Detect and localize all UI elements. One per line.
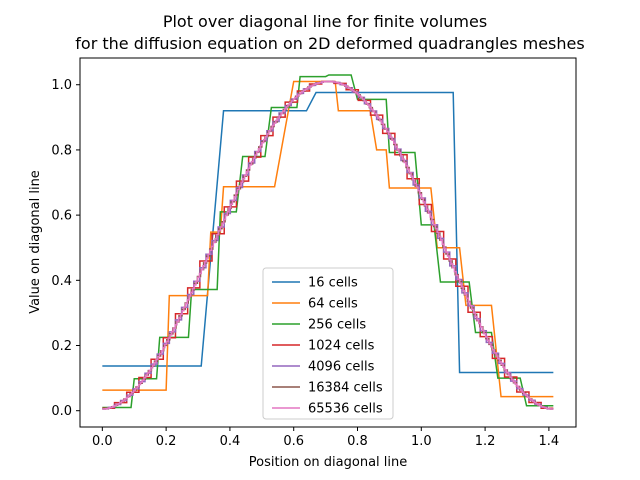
x-tick-label: 0.4 (220, 434, 241, 449)
series-line-1 (102, 91, 554, 374)
x-tick-label: 0.8 (347, 434, 368, 449)
x-axis-label: Position on diagonal line (249, 455, 408, 470)
y-tick-label: 0.6 (51, 209, 72, 224)
legend-label: 256 cells (308, 318, 366, 333)
plot-area-frame (79, 57, 577, 428)
x-tick-label: 0.2 (156, 434, 177, 449)
chart-title-line-1: Plot over diagonal line for finite volum… (163, 12, 487, 31)
x-tick-label: 0.6 (283, 434, 304, 449)
legend-label: 1024 cells (308, 339, 375, 354)
series-line-3 (102, 74, 554, 409)
y-tick-label: 0.2 (51, 339, 72, 354)
legend-label: 16384 cells (308, 381, 383, 396)
y-tick-label: 0.4 (51, 274, 72, 289)
legend-frame (262, 267, 394, 420)
x-tick-label: 1.2 (475, 434, 496, 449)
legend-label: 4096 cells (308, 360, 375, 375)
y-tick-label: 1.0 (51, 78, 72, 93)
y-axis-label: Value on diagonal line (28, 170, 43, 314)
series-line-2 (102, 80, 554, 398)
x-tick-label: 1.4 (539, 434, 560, 449)
legend: 16 cells 64 cells 256 cells 1024 cells 4096 … (262, 267, 394, 420)
series-layer (102, 74, 554, 410)
legend-label: 65536 cells (308, 402, 383, 417)
x-tick-label: 0.0 (92, 434, 113, 449)
y-tick-label: 0.8 (51, 143, 72, 158)
legend-label: 16 cells (308, 276, 358, 291)
legend-label: 64 cells (308, 297, 358, 312)
series-line-7 (102, 80, 554, 410)
chart-title-line-2: for the diffusion equation on 2D deforme… (75, 34, 584, 53)
x-tick-label: 1.0 (411, 434, 432, 449)
y-axis: 0.0 0.2 0.4 0.6 0.8 1.0 (51, 78, 80, 419)
y-tick-label: 0.0 (51, 404, 72, 419)
x-axis: 0.0 0.2 0.4 0.6 0.8 1.0 1.2 1.4 (92, 427, 559, 449)
